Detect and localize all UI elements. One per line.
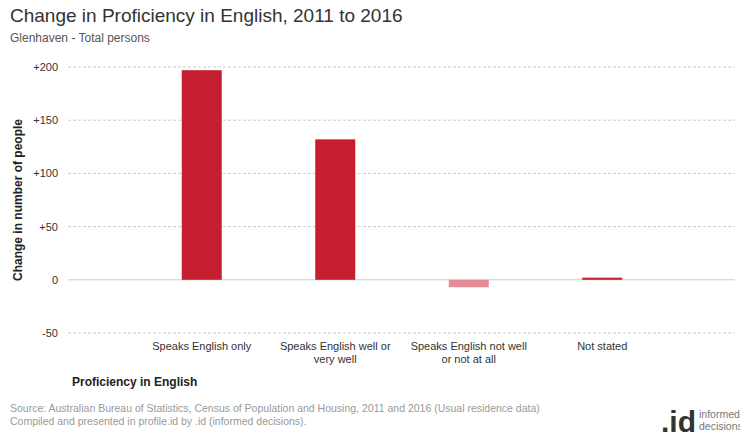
y-tick-label: -50 [42,327,58,339]
grid-line [68,67,735,68]
logo-mark: .id [661,405,696,438]
x-tick-label: Speaks English well orvery well [280,340,391,365]
x-tick-label-line: Not stated [577,340,627,352]
bar [582,278,622,280]
grid [68,67,735,333]
bars [182,70,623,287]
x-tick-label-line: Speaks English not well [411,340,527,352]
x-tick-label-line: Speaks English well or [280,340,391,352]
bar [449,280,489,287]
x-tick-label: Not stated [577,340,627,352]
source: Compiled and presented in profile.id by … [10,415,307,427]
y-tick-label: +50 [39,221,58,233]
subtitle: Glenhaven - Total persons [10,31,150,45]
logo-text-line: informed [699,408,740,420]
grid-line [68,333,735,334]
y-tick-label: +150 [33,114,58,126]
x-tick-label-line: Speaks English only [152,340,252,352]
x-axis-title: Proficiency in English [72,375,197,389]
y-tick-label: +200 [33,61,58,73]
x-tick-label-line: or not at all [442,353,496,365]
bar [315,139,355,279]
x-tick-label: Speaks English not wellor not at all [411,340,527,365]
logo-text: informeddecisions [699,408,740,432]
source: Source: Australian Bureau of Statistics,… [10,402,540,414]
grid-line [68,173,735,174]
y-tick-label: 0 [52,274,58,286]
grid-line [68,120,735,121]
x-tick-label: Speaks English only [152,340,252,352]
chart: Change in Proficiency in English, 2011 t… [0,0,740,440]
title: Change in Proficiency in English, 2011 t… [10,5,403,26]
x-tick-label-line: very well [314,353,357,365]
grid-line [68,226,735,227]
y-tick-label: +100 [33,167,58,179]
y-axis-title: Change in number of people [11,119,25,281]
grid-line [68,279,735,280]
bar [182,70,222,280]
logo-text-line: decisions [699,420,740,432]
